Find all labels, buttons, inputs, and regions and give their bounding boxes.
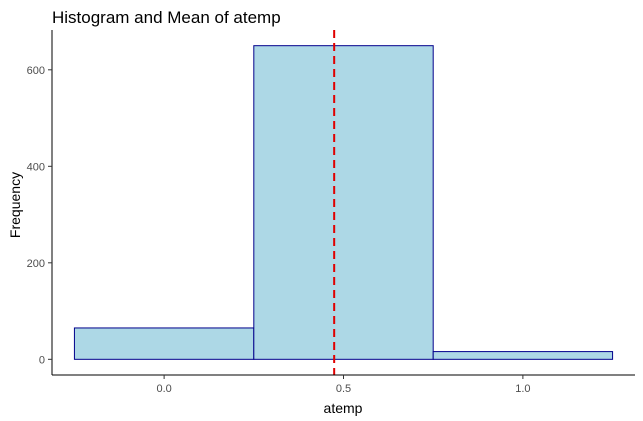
ticks-group: 0.0 0.5 1.0 0 200 400 600 xyxy=(27,65,531,395)
chart-title: Histogram and Mean of atemp xyxy=(52,8,281,27)
x-tick-label: 0.0 xyxy=(156,383,171,395)
y-tick-label: 200 xyxy=(27,258,45,270)
x-tick-label: 1.0 xyxy=(515,383,530,395)
y-axis-title: Frequency xyxy=(7,172,23,238)
histogram-bar-1 xyxy=(73,327,255,360)
bars-group xyxy=(73,45,614,360)
x-axis-title: atemp xyxy=(324,400,363,416)
y-tick-label: 0 xyxy=(39,354,45,366)
y-tick-label: 600 xyxy=(27,65,45,77)
x-tick-label: 0.5 xyxy=(336,383,351,395)
histogram-bar-2 xyxy=(253,45,434,360)
histogram-bar-3 xyxy=(432,351,614,360)
y-tick-label: 400 xyxy=(27,161,45,173)
